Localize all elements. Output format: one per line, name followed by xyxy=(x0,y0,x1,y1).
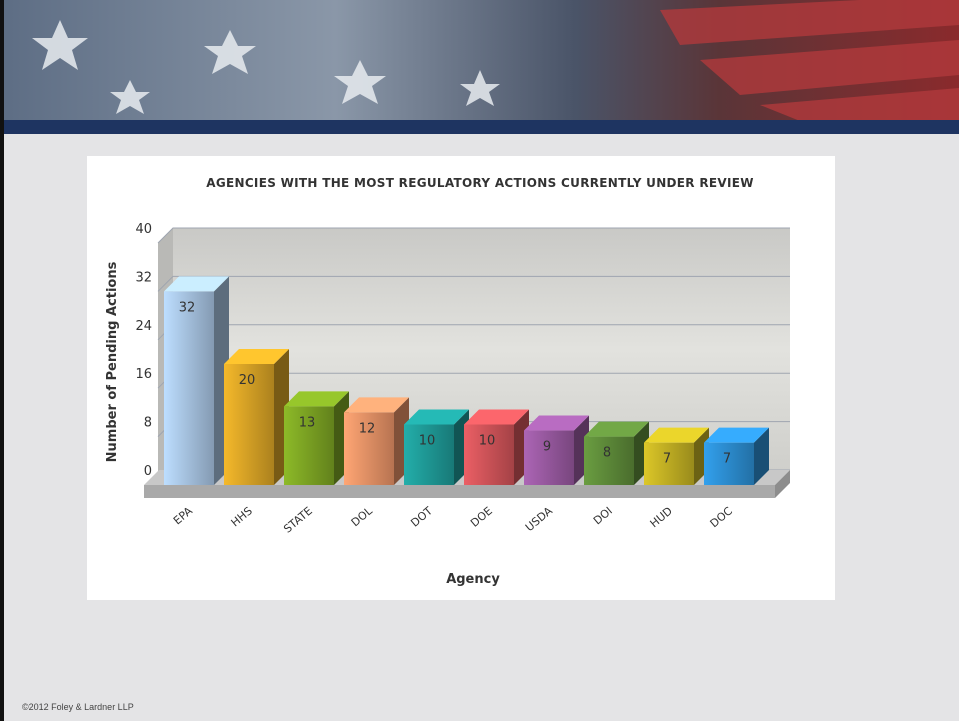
y-axis-title: Number of Pending Actions xyxy=(105,261,120,462)
value-label: 32 xyxy=(179,300,196,315)
bar xyxy=(464,424,514,485)
y-tick-label: 0 xyxy=(144,464,152,479)
bar xyxy=(584,436,634,485)
bar-top xyxy=(704,427,769,443)
bar xyxy=(284,406,334,485)
value-label: 7 xyxy=(663,452,671,467)
value-label: 7 xyxy=(723,452,731,467)
bar-top xyxy=(584,421,649,437)
bar xyxy=(524,430,574,485)
grid-line xyxy=(157,227,790,244)
bar xyxy=(344,412,394,485)
value-label: 12 xyxy=(359,421,376,436)
flag-stripes xyxy=(660,0,959,121)
value-label: 8 xyxy=(603,446,611,461)
value-label: 9 xyxy=(543,440,551,455)
left-border xyxy=(0,0,4,721)
y-tick-label: 40 xyxy=(135,222,152,237)
y-tick-label: 16 xyxy=(135,367,152,382)
bar-top xyxy=(464,409,529,425)
floor-front xyxy=(144,485,775,498)
value-label: 13 xyxy=(299,415,316,430)
bar xyxy=(224,364,274,485)
bar-side xyxy=(754,427,769,485)
bar-top xyxy=(344,397,409,413)
value-label: 10 xyxy=(479,434,496,449)
grid-line xyxy=(157,275,790,292)
chart: 0 8 16 24 32 40 Number of Pending Actions Agenc… xyxy=(105,222,790,587)
bar-top xyxy=(164,276,229,292)
x-axis-title: Agency xyxy=(446,572,500,587)
chart-title: AGENCIES WITH THE MOST REGULATORY ACTION… xyxy=(206,176,754,190)
footer: ©2012 Foley & Lardner LLP xyxy=(22,702,134,712)
floor-side xyxy=(775,470,790,498)
bar xyxy=(704,442,754,485)
bar-top xyxy=(404,409,469,425)
y-tick-label: 8 xyxy=(144,416,152,431)
bar-top xyxy=(644,427,709,443)
y-tick-label: 32 xyxy=(135,270,152,285)
value-label: 20 xyxy=(239,373,256,388)
value-label: 10 xyxy=(419,434,436,449)
bar xyxy=(404,424,454,485)
bar-top xyxy=(224,349,289,364)
bar-top xyxy=(524,415,589,431)
header-rule xyxy=(0,120,959,134)
bar xyxy=(644,442,694,485)
y-tick-label: 24 xyxy=(135,319,152,334)
flag-stars xyxy=(32,20,500,114)
bar xyxy=(164,291,214,485)
bar-top xyxy=(284,391,349,407)
